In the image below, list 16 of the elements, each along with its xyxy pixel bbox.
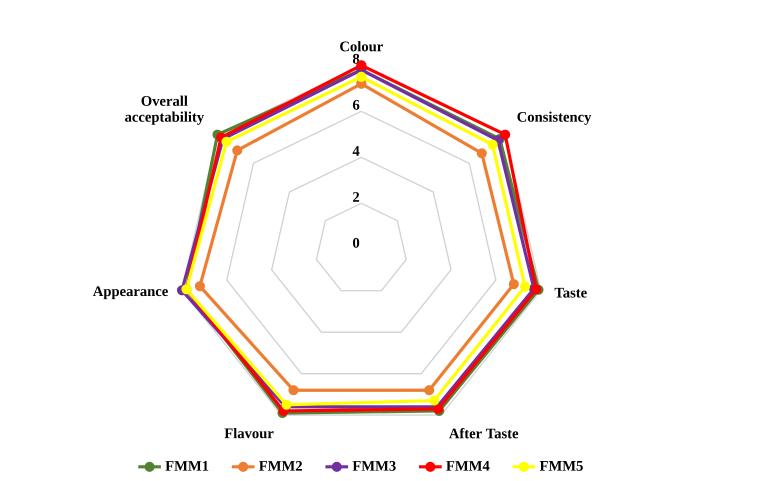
legend-label: FMM2 — [259, 460, 302, 470]
spoke-label: Taste — [554, 288, 587, 298]
y-tick-label: 6 — [352, 100, 360, 110]
spoke-label: Appearance — [92, 286, 168, 299]
spoke-label: After Taste — [449, 428, 518, 438]
spoke-label: Colour — [340, 40, 383, 52]
y-tick-label: 2 — [353, 192, 360, 202]
y-tick-label: 4 — [352, 146, 360, 156]
y-tick-label: 0 — [352, 238, 360, 248]
spoke-label: Flavour — [224, 428, 274, 438]
legend-label: FMM4 — [446, 460, 490, 470]
legend-label: FMM1 — [165, 460, 208, 470]
spoke-label: Consistency — [517, 111, 592, 125]
spoke-label: Overall acceptability — [125, 95, 204, 125]
legend-label: FMM5 — [540, 460, 583, 471]
legend-label: FMM3 — [352, 460, 396, 471]
